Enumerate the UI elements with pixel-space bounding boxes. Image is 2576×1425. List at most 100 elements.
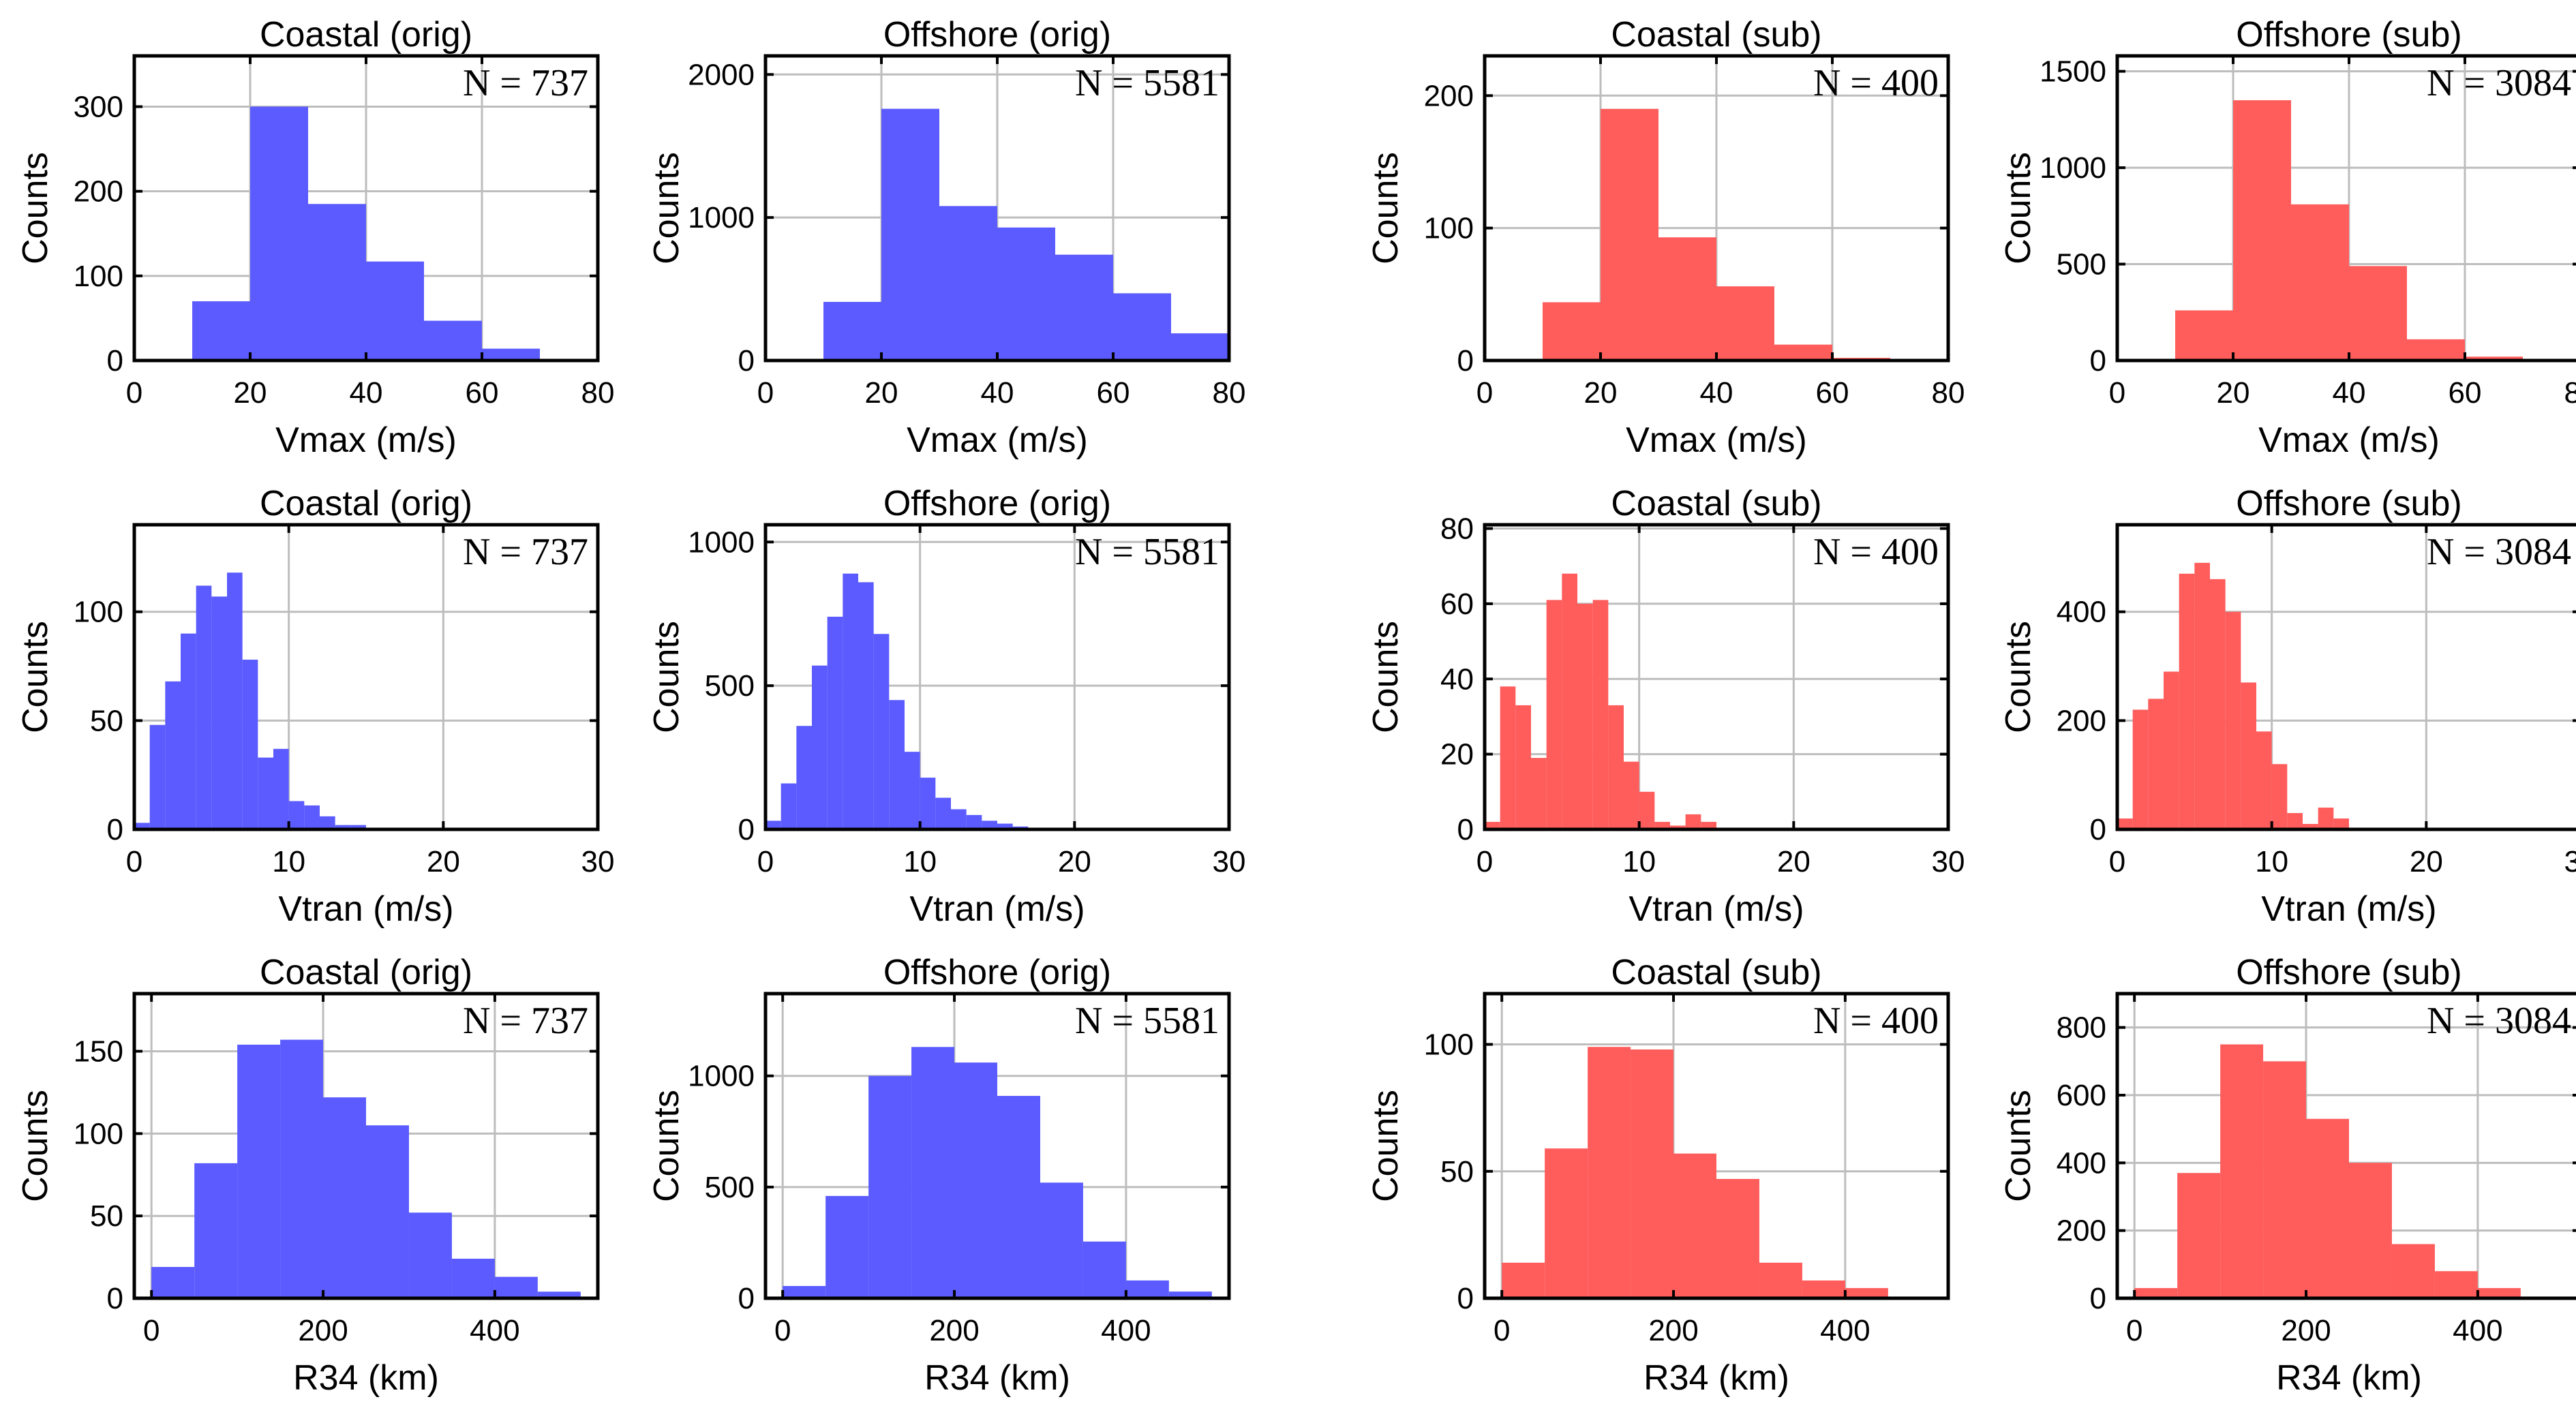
histogram-bar: [451, 1259, 495, 1298]
axes-frame: [1483, 523, 1950, 831]
subplot-title: Offshore (orig): [883, 15, 1111, 55]
y-tick-label: 1000: [688, 1060, 755, 1093]
y-axis-label: Counts: [647, 152, 686, 264]
y-tick-label: 0: [107, 1282, 123, 1315]
histogram-bar: [2148, 699, 2164, 829]
subplot-3-4: 0 200 400 0 200 400 600 800 Offshore (sub) R34 (k…: [1999, 953, 2576, 1398]
x-tick-label: 40: [350, 376, 383, 410]
subplot-2-2: 0 10 20 30 0 500 1000 Offshore (orig) Vtran (m/s…: [647, 484, 1245, 929]
subplot-1-1: 0 20 40 60 80 0 100 200 300 Coastal (orig) Vmax (m…: [16, 15, 614, 460]
subplot-3-1: 0 200 400 0 50 100 150 Coastal (orig) R34 (km) Co…: [16, 953, 600, 1398]
histogram-bar: [134, 823, 150, 829]
histogram-bar: [537, 1291, 581, 1298]
y-axis-label: Counts: [16, 621, 55, 733]
histogram-bar: [2271, 764, 2288, 829]
sample-count-label: N = 400: [1813, 531, 1939, 573]
y-tick-label: 80: [1440, 512, 1474, 546]
sample-count-label: N = 3084: [2427, 62, 2571, 104]
x-tick-label: 200: [1648, 1314, 1698, 1347]
axes-frame: [132, 523, 600, 831]
histogram-bar: [881, 108, 939, 361]
x-tick-label: 0: [757, 376, 774, 410]
subplot-title: Coastal (sub): [1611, 953, 1821, 992]
histogram-bar: [939, 206, 997, 361]
x-tick-label: 0: [143, 1314, 160, 1347]
subplot-title: Coastal (orig): [260, 15, 472, 55]
y-tick-label: 0: [1457, 1282, 1474, 1315]
y-tick-label: 400: [2057, 596, 2106, 629]
y-tick-label: 150: [74, 1035, 123, 1069]
x-tick-label: 0: [757, 845, 774, 878]
histogram-bar: [1588, 1047, 1631, 1298]
histogram-bar: [905, 752, 920, 829]
histogram-bar: [1055, 254, 1113, 361]
histogram-bar: [2194, 562, 2210, 829]
histogram-bar: [1485, 821, 1500, 829]
x-tick-label: 30: [1932, 845, 1965, 878]
x-tick-label: 0: [126, 845, 142, 878]
y-tick-label: 0: [2090, 813, 2106, 846]
x-tick-label: 10: [1622, 845, 1656, 878]
histogram-bar: [323, 1097, 366, 1298]
histogram-bar: [1685, 814, 1701, 829]
x-tick-label: 0: [1476, 845, 1493, 878]
y-tick-label: 60: [1440, 587, 1474, 621]
histogram-bar: [1577, 603, 1593, 829]
histogram-bar: [1082, 1241, 1126, 1298]
y-axis-label: Counts: [16, 1090, 55, 1202]
histogram-bar: [1670, 825, 1686, 829]
y-axis-label: Counts: [1999, 621, 2038, 733]
histogram-bar: [250, 106, 308, 361]
x-tick-label: 400: [1820, 1314, 1870, 1347]
y-axis-label: Counts: [647, 1090, 686, 1202]
y-axis-label: Counts: [1999, 152, 2038, 264]
sample-count-label: N = 5581: [1075, 531, 1219, 573]
axes-frame: [132, 992, 600, 1300]
x-tick-label: 30: [1213, 845, 1246, 878]
y-tick-label: 200: [2057, 1214, 2106, 1248]
histogram-bar: [1546, 600, 1562, 829]
histogram-bar: [997, 227, 1055, 361]
subplot-title: Coastal (orig): [260, 484, 472, 523]
axes-frame: [2115, 992, 2576, 1300]
histogram-bar: [1608, 705, 1624, 829]
histogram-bar: [868, 1075, 912, 1298]
histogram-bar: [1802, 1280, 1845, 1298]
x-tick-label: 30: [581, 845, 615, 878]
sample-count-label: N = 5581: [1075, 62, 1219, 104]
histogram-bar: [2132, 709, 2149, 829]
y-tick-label: 500: [705, 1171, 755, 1204]
y-tick-label: 200: [1424, 79, 1474, 112]
x-tick-label: 80: [581, 376, 615, 410]
histogram-bar: [366, 1125, 409, 1298]
histogram-bar: [151, 1267, 195, 1298]
y-tick-label: 0: [738, 813, 755, 846]
y-tick-label: 0: [1457, 813, 1474, 846]
histogram-bar: [2256, 731, 2272, 829]
subplot-title: Offshore (orig): [883, 953, 1111, 992]
subplot-title: Coastal (sub): [1611, 15, 1821, 55]
y-tick-label: 20: [1440, 738, 1474, 771]
y-tick-label: 50: [90, 704, 123, 737]
sample-count-label: N = 737: [463, 1000, 588, 1042]
histogram-bar: [2233, 100, 2291, 361]
histogram-bar: [796, 726, 812, 829]
histogram-bar: [911, 1047, 955, 1298]
subplot-title: Offshore (sub): [2236, 15, 2461, 55]
histogram-bar: [227, 572, 243, 829]
histogram-bar: [781, 783, 797, 829]
x-axis-label: Vmax (m/s): [1626, 420, 1807, 460]
y-tick-label: 100: [74, 1117, 123, 1150]
y-axis-label: Counts: [1366, 152, 1406, 264]
x-axis-label: Vtran (m/s): [278, 889, 453, 929]
x-tick-label: 400: [1101, 1314, 1151, 1347]
histogram-bar: [258, 757, 273, 829]
x-axis-label: Vtran (m/s): [1628, 889, 1804, 929]
x-tick-label: 0: [126, 376, 142, 410]
y-tick-label: 1000: [2040, 151, 2106, 185]
subplot-3-3: 0 200 400 0 50 100 Coastal (sub) R34 (km) Counts…: [1366, 953, 1950, 1398]
x-tick-label: 40: [2333, 376, 2366, 410]
x-axis-label: Vmax (m/s): [907, 420, 1088, 460]
y-tick-label: 1000: [688, 525, 755, 559]
